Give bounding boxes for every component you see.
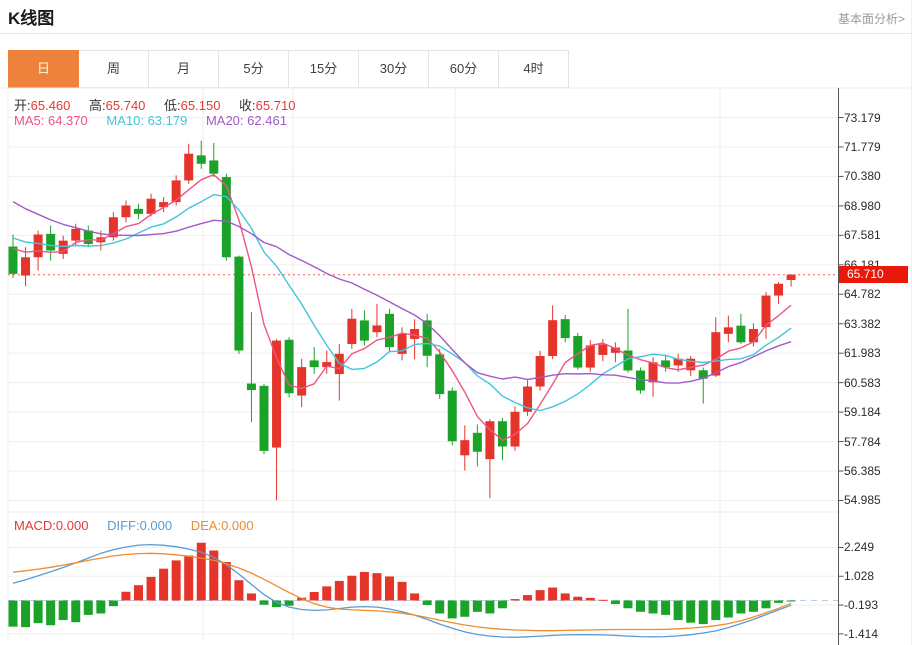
fundamental-analysis-link[interactable]: 基本面分析>	[837, 12, 905, 26]
ma5-label: MA5:	[14, 113, 45, 128]
open-value: 65.460	[30, 98, 71, 113]
price-axis-label: 61.983	[844, 346, 881, 361]
tab-15min[interactable]: 15分	[289, 50, 359, 88]
price-axis-label: 70.380	[844, 169, 881, 184]
macd-layer	[8, 542, 839, 638]
price-axis-label: 60.583	[844, 375, 881, 390]
ma20-label: MA20:	[205, 113, 244, 128]
macd-axis-label: -0.193	[844, 598, 879, 613]
ma-lines-layer	[12, 173, 792, 441]
last-price-tag: 65.710	[839, 266, 908, 284]
macd-axis-label: -1.414	[844, 626, 879, 641]
price-axis-label: 73.179	[844, 110, 881, 125]
open-label: 开:	[14, 98, 31, 113]
price-axis-label: 57.784	[844, 434, 881, 449]
low-label: 低:	[164, 98, 181, 113]
ma-info-row: MA5: 64.370 MA10: 63.179 MA20: 62.461	[14, 113, 302, 128]
tab-60min[interactable]: 60分	[429, 50, 499, 88]
price-axis-label: 59.184	[844, 405, 881, 420]
price-axis-label: 71.779	[844, 139, 881, 154]
tab-30min[interactable]: 30分	[359, 50, 429, 88]
grid-layer	[0, 87, 911, 641]
diff-value: 0.000	[139, 518, 173, 533]
price-axis-label: 67.581	[844, 228, 881, 243]
macd-axis-label: 2.249	[844, 540, 875, 555]
price-axis-label: 64.782	[844, 287, 881, 302]
axis-layer	[838, 88, 844, 645]
ma10-value: 63.179	[147, 113, 188, 128]
price-axis-label: 68.980	[844, 198, 881, 213]
macd-axis-label: 1.028	[844, 569, 875, 584]
candles-layer	[8, 140, 796, 501]
close-label: 收:	[239, 98, 256, 113]
ma5-value: 64.370	[47, 113, 88, 128]
price-axis-label: 66.181	[844, 257, 881, 272]
tab-week[interactable]: 周	[79, 50, 149, 88]
price-axis-label: 56.385	[844, 464, 881, 478]
high-value: 65.740	[105, 98, 146, 113]
tab-4hour[interactable]: 4时	[499, 50, 569, 88]
dea-value: 0.000	[221, 518, 254, 533]
diff-label: DIFF:	[107, 518, 140, 533]
dea-label: DEA:	[190, 518, 222, 533]
page-title: K线图	[8, 9, 55, 28]
macd-label: MACD:	[14, 518, 56, 533]
ma10-label: MA10:	[106, 113, 144, 128]
interval-tabbar: 日 周 月 5分 15分 30分 60分 4时	[8, 50, 569, 88]
header-divider	[0, 33, 911, 34]
price-axis-label: 54.985	[844, 493, 881, 508]
ma20-value: 62.461	[247, 113, 287, 128]
high-label: 高:	[89, 98, 106, 113]
close-value: 65.710	[255, 98, 296, 113]
price-axis-label: 63.382	[844, 316, 881, 331]
macd-value: 0.000	[55, 518, 89, 533]
tab-month[interactable]: 月	[149, 50, 219, 88]
tab-day[interactable]: 日	[8, 50, 79, 88]
ohlc-info-row: 开:65.460 高:65.740 低:65.150 收:65.710	[14, 95, 310, 114]
low-value: 65.150	[180, 98, 221, 113]
tab-5min[interactable]: 5分	[219, 50, 289, 88]
macd-info-row: MACD:0.000 DIFF:0.000 DEA:0.000	[14, 518, 269, 533]
